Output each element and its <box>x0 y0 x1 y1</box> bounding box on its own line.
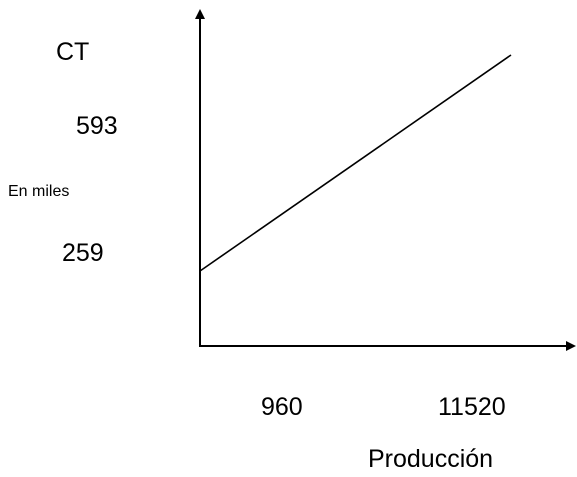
y-axis-unit-note: En miles <box>8 183 70 200</box>
y-tick-label-593: 593 <box>76 112 118 140</box>
x-axis-label: Producción <box>368 445 494 473</box>
y-axis-label: CT <box>56 38 90 66</box>
y-tick-label-259: 259 <box>62 239 104 267</box>
series-layer <box>199 54 512 272</box>
series-line-segment <box>199 54 512 272</box>
x-tick-label-11520: 11520 <box>438 393 506 421</box>
x-tick-label-960: 960 <box>261 393 303 421</box>
